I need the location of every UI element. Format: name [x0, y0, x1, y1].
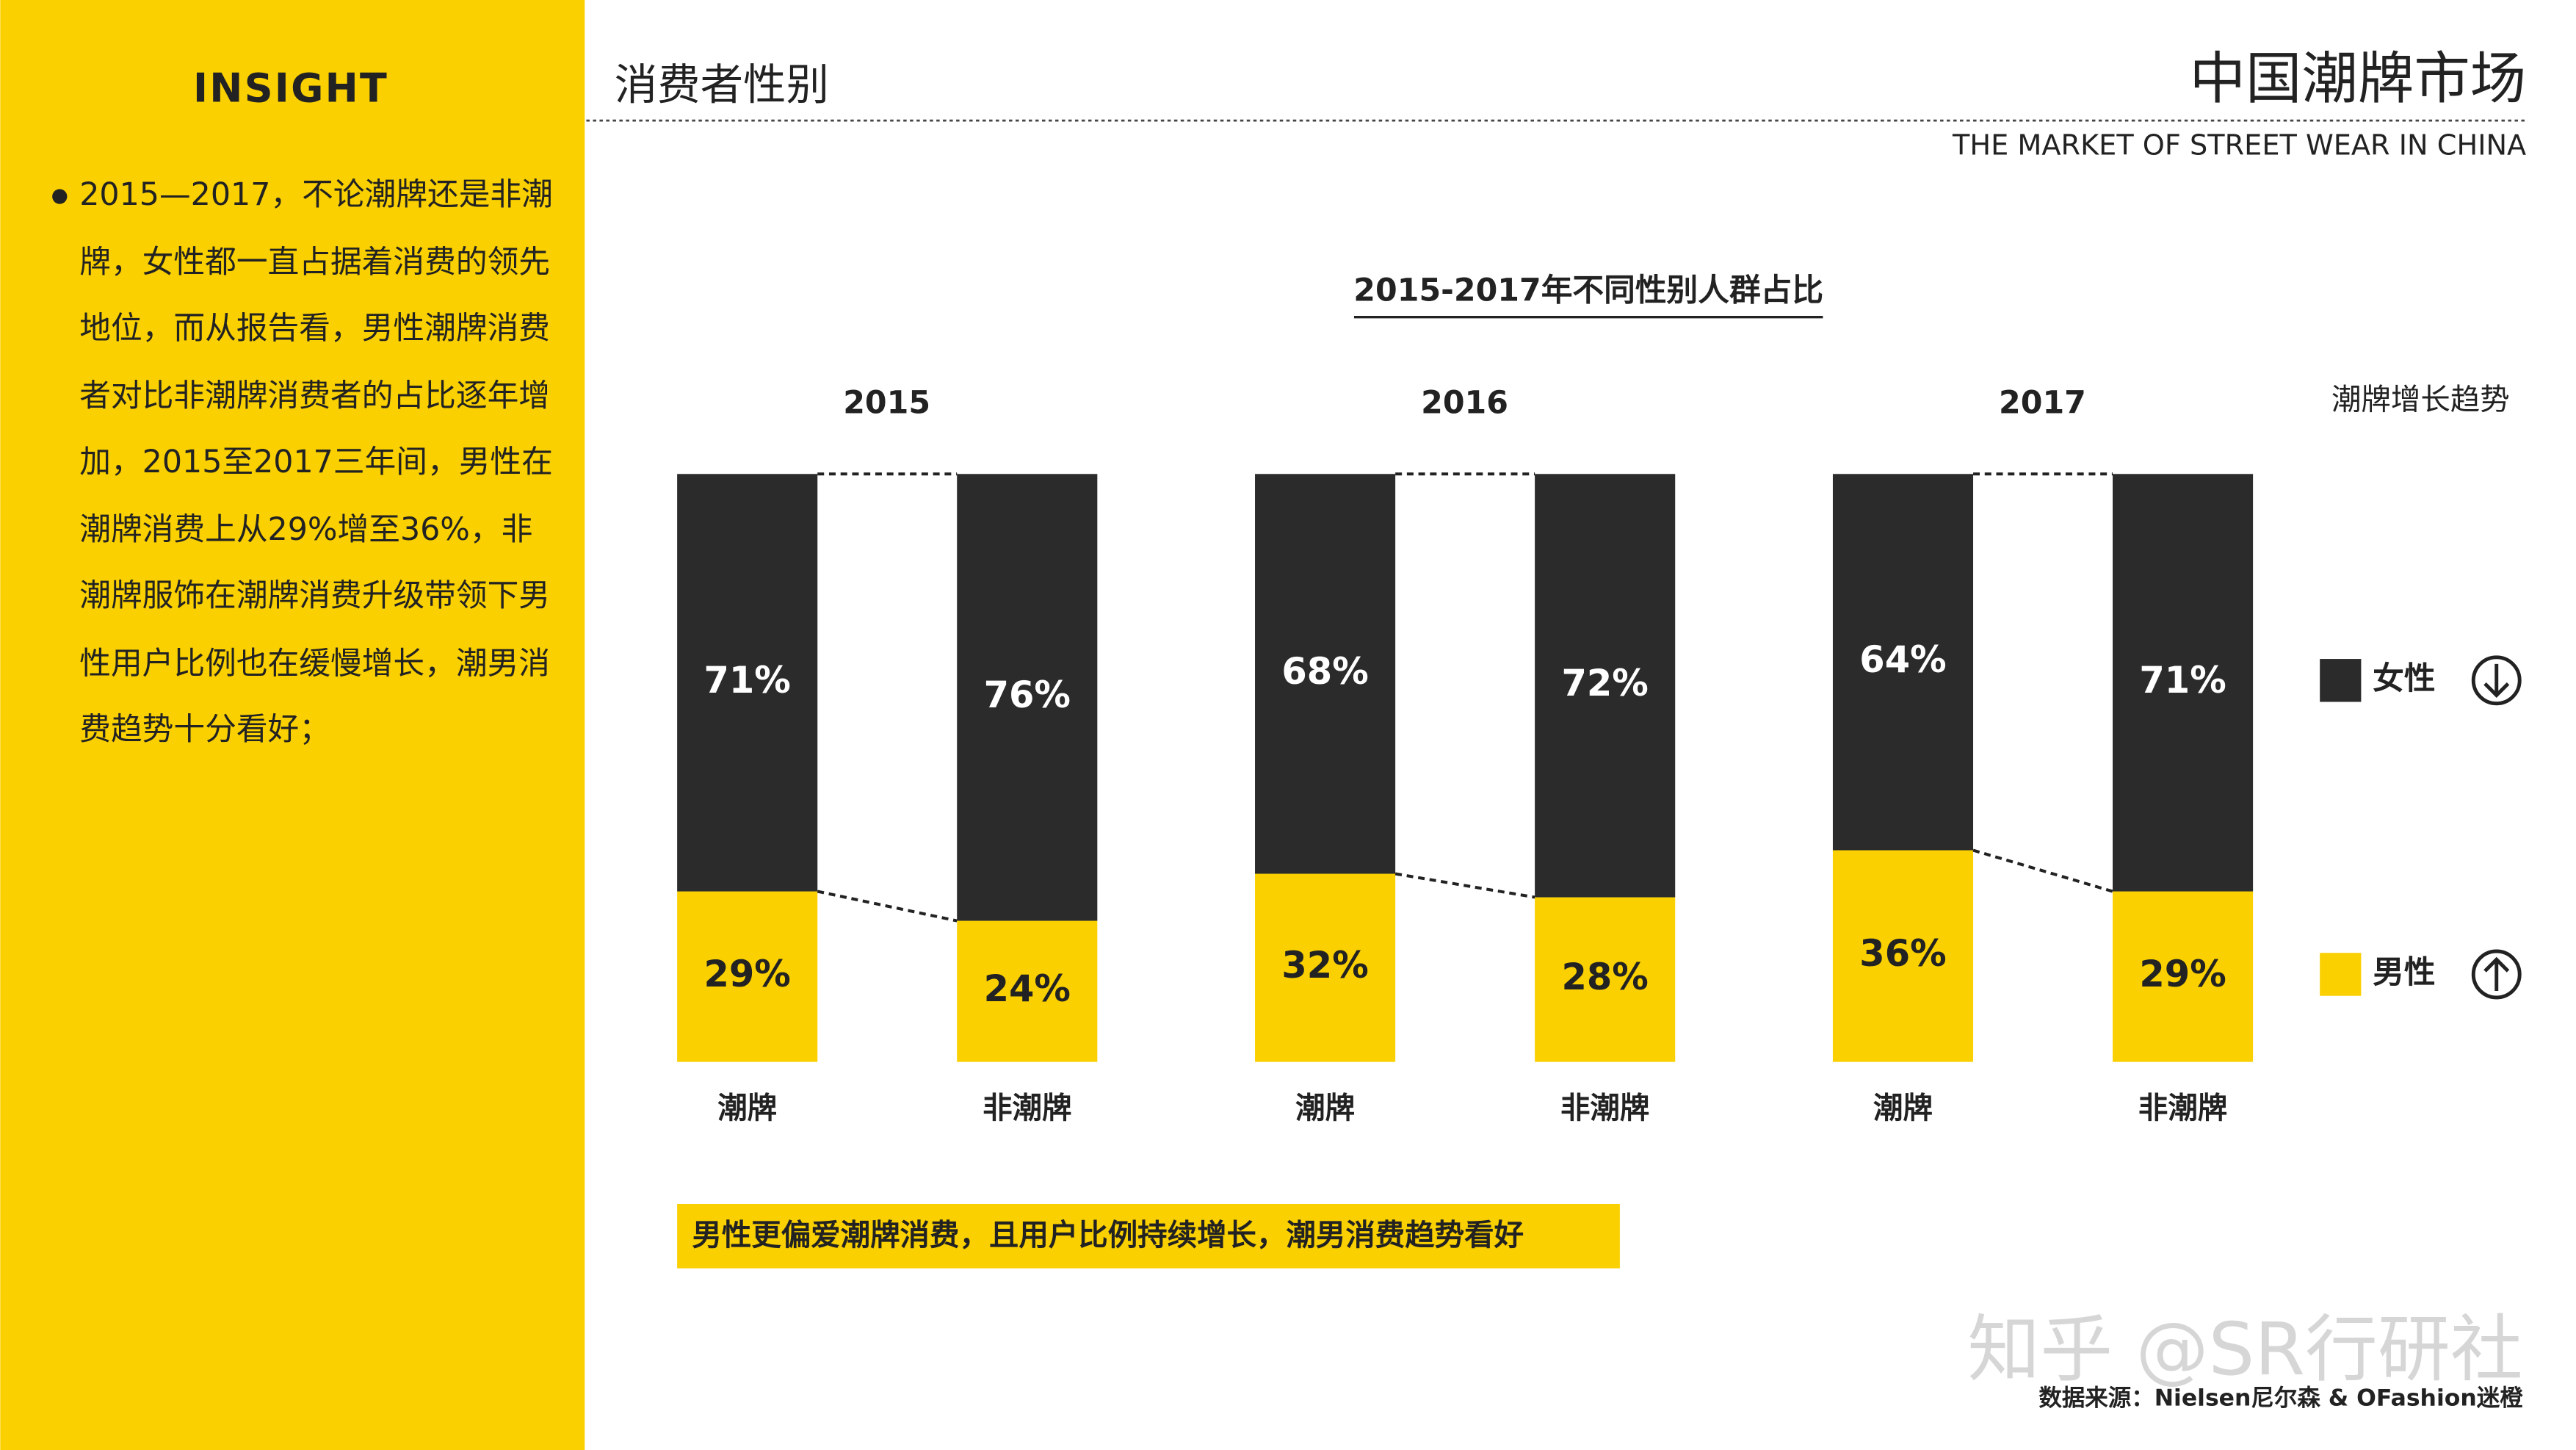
sidebar-text: 2015—2017，不论潮牌还是非潮牌，女性都一直占据着消费的领先地位，而从报告… — [79, 176, 553, 749]
x-tick-label: 非潮牌 — [1560, 1090, 1649, 1125]
x-tick-label: 非潮牌 — [983, 1090, 1071, 1125]
value-label: 72% — [1561, 662, 1648, 704]
legend-label: 女性 — [2373, 660, 2435, 697]
brand-en: THE MARKET OF STREET WEAR IN CHINA — [1952, 130, 2526, 162]
value-label: 28% — [1561, 956, 1648, 998]
bar-segment — [2113, 474, 2254, 892]
annotation: 男性更偏爱潮牌消费，且用户比例持续增长，潮男消费趋势看好 — [692, 1217, 1524, 1252]
group-label: 2016 — [1421, 384, 1508, 421]
value-label: 71% — [703, 659, 790, 701]
arrow-up-icon — [2471, 949, 2522, 1000]
bar-segment — [1535, 897, 1676, 1062]
value-label: 32% — [1281, 944, 1368, 986]
sidebar-text-box: 2015—2017，不论潮牌还是非潮牌，女性都一直占据着消费的领先地位，而从报告… — [79, 176, 553, 749]
brand: 中国潮牌市场 — [2190, 46, 2527, 112]
value-label: 24% — [984, 967, 1071, 1010]
bar-segment — [677, 891, 818, 1062]
connector — [817, 890, 958, 923]
chart-title: 2015-2017年不同性别人群占比 — [1353, 272, 1823, 309]
value-label: 36% — [1859, 932, 1946, 975]
bar-segment — [957, 920, 1098, 1062]
value-label: 68% — [1281, 650, 1368, 693]
legend-title: 潮牌增长趋势 — [2331, 381, 2510, 416]
bullet — [52, 189, 68, 204]
legend-label: 男性 — [2373, 954, 2435, 991]
value-label: 29% — [703, 953, 790, 995]
bar-segment — [2113, 891, 2254, 1062]
x-tick-label: 非潮牌 — [2138, 1090, 2227, 1125]
value-label: 64% — [1859, 638, 1946, 681]
bar-segment — [1832, 474, 1974, 851]
annotation-box — [677, 1204, 1620, 1269]
legend-swatch — [2320, 659, 2362, 702]
sidebar — [0, 0, 585, 1450]
sidebar-title: INSIGHT — [193, 65, 388, 111]
connector — [1972, 848, 2113, 893]
group-label: 2017 — [1999, 384, 2086, 421]
bar-segment — [1535, 474, 1676, 898]
group-label: 2015 — [843, 384, 930, 421]
bar-segment — [1255, 873, 1396, 1062]
x-tick-label: 潮牌 — [717, 1090, 777, 1125]
section-title: 消费者性别 — [615, 59, 829, 109]
legend-swatch — [2320, 953, 2362, 996]
bar-segment — [957, 474, 1098, 921]
bar-segment — [1832, 850, 1974, 1062]
arrow-down-icon — [2471, 655, 2522, 706]
bar-segment — [1255, 474, 1396, 874]
connector — [1394, 872, 1535, 899]
value-label: 76% — [984, 674, 1071, 716]
x-tick-label: 潮牌 — [1295, 1090, 1355, 1125]
bar-segment — [677, 474, 818, 892]
value-label: 29% — [2139, 953, 2226, 995]
source: 数据来源：Nielsen尼尔森 & OFashion迷橙 — [2038, 1385, 2523, 1411]
value-label: 71% — [2139, 659, 2226, 701]
x-tick-label: 潮牌 — [1873, 1090, 1933, 1125]
watermark: 知乎 @SR行研社 — [1967, 1307, 2522, 1392]
